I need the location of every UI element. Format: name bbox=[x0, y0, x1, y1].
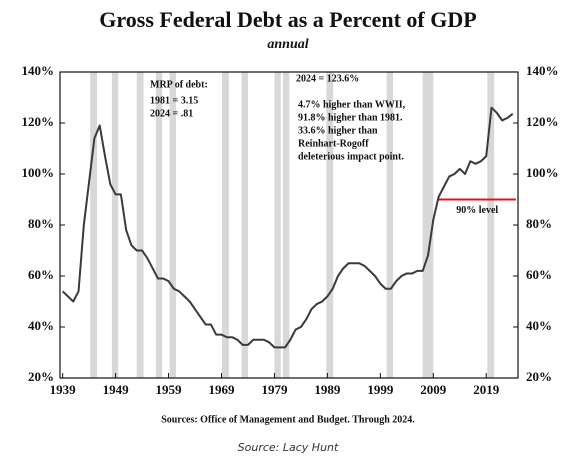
shaded-period bbox=[241, 72, 248, 378]
y-tick-label: 80% bbox=[28, 216, 54, 231]
annotation: 33.6% higher than bbox=[298, 125, 378, 136]
x-tick-label: 2019 bbox=[473, 382, 500, 397]
y-tick-label: 40% bbox=[28, 318, 54, 333]
annotation: 4.7% higher than WWII, bbox=[298, 99, 406, 110]
x-tick-label: 1989 bbox=[314, 382, 341, 397]
annotation: deleterious impact point. bbox=[298, 151, 404, 162]
y-tick-label: 120% bbox=[22, 114, 55, 129]
shaded-period bbox=[169, 72, 176, 378]
shaded-period bbox=[386, 72, 394, 378]
annotation: MRP of debt: bbox=[150, 79, 208, 90]
chart-title: Gross Federal Debt as a Percent of GDP bbox=[99, 7, 476, 32]
x-tick-label: 1999 bbox=[367, 382, 394, 397]
shaded-period bbox=[274, 72, 281, 378]
y-tick-label: 140% bbox=[22, 63, 55, 78]
y2-tick-label: 80% bbox=[526, 216, 552, 231]
annotation: 2024 = 123.6% bbox=[296, 73, 359, 84]
x-tick-label: 1979 bbox=[261, 382, 288, 397]
y2-tick-label: 40% bbox=[526, 318, 552, 333]
shaded-period bbox=[282, 72, 290, 378]
y2-tick-label: 100% bbox=[526, 165, 559, 180]
annotation: 1981 = 3.15 bbox=[150, 95, 198, 106]
shaded-period bbox=[326, 72, 334, 378]
shaded-period bbox=[222, 72, 229, 378]
y-tick-label: 100% bbox=[22, 165, 55, 180]
annotation: 2024 = .81 bbox=[150, 108, 193, 119]
shaded-period bbox=[155, 72, 163, 378]
y2-tick-label: 60% bbox=[526, 267, 552, 282]
x-tick-label: 1939 bbox=[50, 382, 77, 397]
y2-tick-label: 120% bbox=[526, 114, 559, 129]
data-line bbox=[61, 106, 514, 349]
caption: Source: Lacy Hunt bbox=[238, 441, 339, 454]
y-tick-label: 20% bbox=[28, 369, 54, 384]
shaded-period bbox=[90, 72, 98, 378]
reference-label: 90% level bbox=[456, 205, 498, 216]
shaded-period bbox=[111, 72, 119, 378]
shaded-period bbox=[136, 72, 144, 378]
y2-tick-label: 140% bbox=[526, 63, 559, 78]
shaded-period bbox=[422, 72, 434, 378]
y2-tick-label: 20% bbox=[526, 369, 552, 384]
chart-subtitle: annual bbox=[267, 37, 308, 52]
source-note: Sources: Office of Management and Budget… bbox=[161, 414, 415, 425]
shaded-period bbox=[487, 72, 495, 378]
x-tick-label: 1959 bbox=[156, 382, 183, 397]
annotation: 91.8% higher than 1981. bbox=[298, 112, 403, 123]
x-tick-label: 1969 bbox=[208, 382, 235, 397]
y-tick-label: 60% bbox=[28, 267, 54, 282]
x-tick-label: 2009 bbox=[420, 382, 447, 397]
annotation: Reinhart-Rogoff bbox=[298, 138, 369, 149]
x-tick-label: 1949 bbox=[103, 382, 130, 397]
